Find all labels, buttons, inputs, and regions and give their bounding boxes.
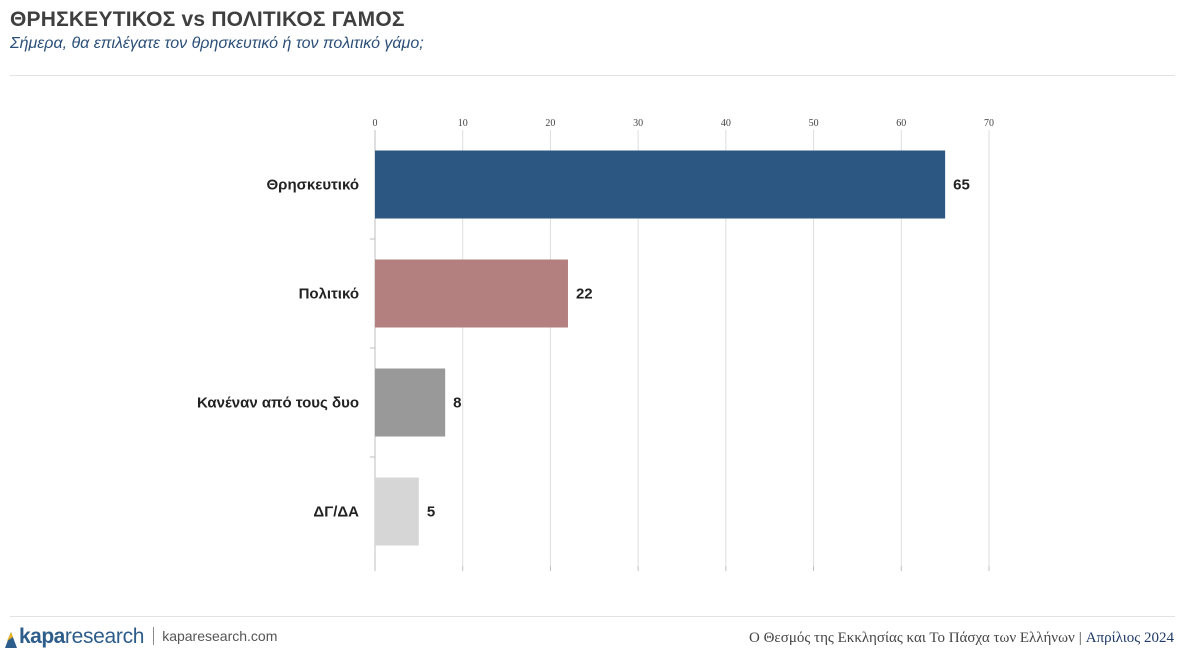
logo-mark-icon xyxy=(5,632,17,648)
footer-separator-line xyxy=(153,627,155,645)
x-tick-label: 50 xyxy=(809,118,819,129)
x-tick-label: 70 xyxy=(984,118,994,129)
logo-research-text: research xyxy=(64,625,145,648)
x-tick-label: 0 xyxy=(373,118,378,129)
bar-3 xyxy=(375,368,446,437)
footer-divider xyxy=(10,616,1175,617)
footer-url: kaparesearch.com xyxy=(162,628,278,644)
footer-date: Απρίλιος 2024 xyxy=(1085,630,1174,646)
category-label: Κανέναν από τους δυο xyxy=(197,395,359,412)
bar-1 xyxy=(375,150,946,219)
bar-2 xyxy=(375,259,568,328)
category-label: Θρησκευτικό xyxy=(267,177,359,194)
bar-4 xyxy=(375,477,419,546)
data-label: 8 xyxy=(453,395,461,412)
header-divider xyxy=(10,75,1175,76)
x-tick-label: 60 xyxy=(896,118,906,129)
data-label: 65 xyxy=(953,177,970,194)
footer-brand: kapa research kaparesearch.com xyxy=(4,624,277,648)
x-tick-label: 10 xyxy=(458,118,468,129)
page-subtitle: Σήμερα, θα επιλέγατε τον θρησκευτικό ή τ… xyxy=(10,35,424,52)
logo-kapa-text: kapa xyxy=(19,625,65,648)
data-label: 5 xyxy=(427,504,435,521)
kapa-research-logo: kapa research xyxy=(4,624,144,648)
bar-chart: 0 10 20 30 40 50 60 70 Θρησκευτικό 65 Πολιτικό 22 Κα… xyxy=(197,118,994,571)
footer-study-title: Ο Θεσμός της Εκκλησίας και Το Πάσχα των … xyxy=(749,630,1075,646)
x-tick-label: 30 xyxy=(633,118,643,129)
footer-study-info: Ο Θεσμός της Εκκλησίας και Το Πάσχα των … xyxy=(749,630,1174,647)
category-label: ΔΓ/ΔΑ xyxy=(313,504,359,521)
page-title: ΘΡΗΣΚΕΥΤΙΚΟΣ vs ΠΟΛΙΤΙΚΟΣ ΓΑΜΟΣ xyxy=(10,8,405,31)
data-label: 22 xyxy=(576,286,593,303)
x-tick-label: 20 xyxy=(545,118,555,129)
header: ΘΡΗΣΚΕΥΤΙΚΟΣ vs ΠΟΛΙΤΙΚΟΣ ΓΑΜΟΣ Σήμερα, … xyxy=(10,8,424,53)
footer-pipe: | xyxy=(1078,630,1082,646)
category-label: Πολιτικό xyxy=(299,286,359,303)
x-tick-label: 40 xyxy=(721,118,731,129)
